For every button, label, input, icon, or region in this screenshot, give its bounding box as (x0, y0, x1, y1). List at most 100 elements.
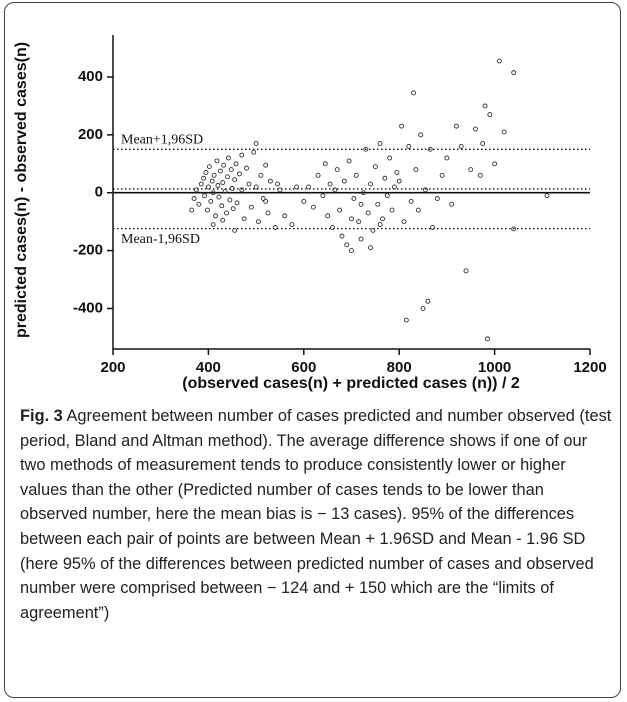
point (496, 58, 502, 64)
point (427, 146, 433, 152)
x-tick-label: 400 (196, 359, 221, 376)
y-tick-label: -400 (73, 299, 103, 316)
point (384, 193, 390, 199)
point (349, 248, 354, 254)
point (196, 201, 202, 207)
point (248, 204, 254, 210)
point (453, 123, 459, 129)
y-axis-title: predicted cases(n) - observed cases(n) (13, 42, 30, 338)
point (214, 158, 220, 164)
point (501, 129, 507, 135)
point (484, 336, 490, 342)
point (217, 168, 223, 174)
point (310, 204, 316, 210)
reference-label: Mean-1,96SD (121, 232, 200, 247)
point (204, 207, 210, 213)
point (401, 219, 407, 225)
point (306, 184, 312, 190)
point (377, 222, 383, 228)
point (246, 181, 252, 187)
point (399, 123, 405, 129)
point (368, 181, 374, 187)
point (372, 164, 378, 170)
point (325, 213, 331, 219)
point (482, 103, 488, 109)
point (365, 210, 371, 216)
point (253, 141, 259, 146)
point (216, 194, 222, 200)
point (210, 222, 216, 228)
point (272, 225, 278, 230)
point (227, 197, 233, 203)
point (349, 216, 354, 222)
point (368, 245, 374, 251)
point (356, 219, 362, 225)
point (411, 90, 416, 96)
point (275, 181, 281, 187)
point (201, 175, 207, 181)
point (208, 198, 214, 204)
point (239, 187, 245, 193)
point (203, 170, 209, 175)
point (232, 177, 238, 183)
point (258, 172, 264, 178)
point (358, 236, 364, 242)
point (396, 178, 402, 184)
point (256, 219, 261, 225)
point (477, 172, 483, 178)
point (422, 187, 428, 193)
point (387, 155, 393, 161)
point (473, 126, 478, 132)
point (375, 201, 381, 207)
point (480, 141, 486, 146)
point (228, 167, 234, 173)
point (301, 198, 307, 204)
point (413, 167, 419, 173)
point (430, 225, 436, 230)
point (232, 227, 238, 233)
point (241, 216, 247, 222)
point (439, 172, 445, 178)
point (346, 158, 352, 164)
point (380, 216, 385, 222)
point (234, 200, 240, 206)
point (189, 207, 195, 213)
point (391, 184, 397, 190)
point (337, 207, 343, 213)
point (239, 152, 245, 158)
point (394, 170, 400, 175)
point (213, 213, 219, 219)
figure-frame (4, 2, 621, 698)
y-tick-label: 200 (78, 126, 103, 143)
point (320, 193, 326, 199)
point (233, 161, 239, 167)
point (251, 149, 257, 155)
point (487, 112, 493, 118)
point (230, 206, 236, 212)
point (339, 233, 345, 239)
point (225, 174, 230, 180)
point (406, 143, 412, 149)
point (351, 196, 357, 201)
point (389, 207, 395, 213)
point (253, 184, 259, 190)
point (327, 181, 333, 187)
point (332, 187, 338, 193)
caption-text: Agreement between number of cases predic… (20, 407, 612, 622)
point (198, 181, 204, 187)
point (418, 132, 424, 138)
x-tick-label: 1200 (573, 359, 606, 376)
point (370, 227, 376, 233)
point (222, 188, 228, 194)
x-tick-label: 800 (387, 359, 412, 376)
point (210, 190, 216, 196)
y-tick-label: 400 (78, 68, 103, 85)
point (458, 143, 464, 149)
point (206, 164, 212, 170)
point (191, 196, 197, 201)
x-tick-label: 600 (291, 359, 316, 376)
caption: Fig. 3 Agreement between number of cases… (20, 404, 612, 625)
point (194, 187, 199, 193)
point (294, 184, 300, 190)
point (425, 298, 431, 304)
